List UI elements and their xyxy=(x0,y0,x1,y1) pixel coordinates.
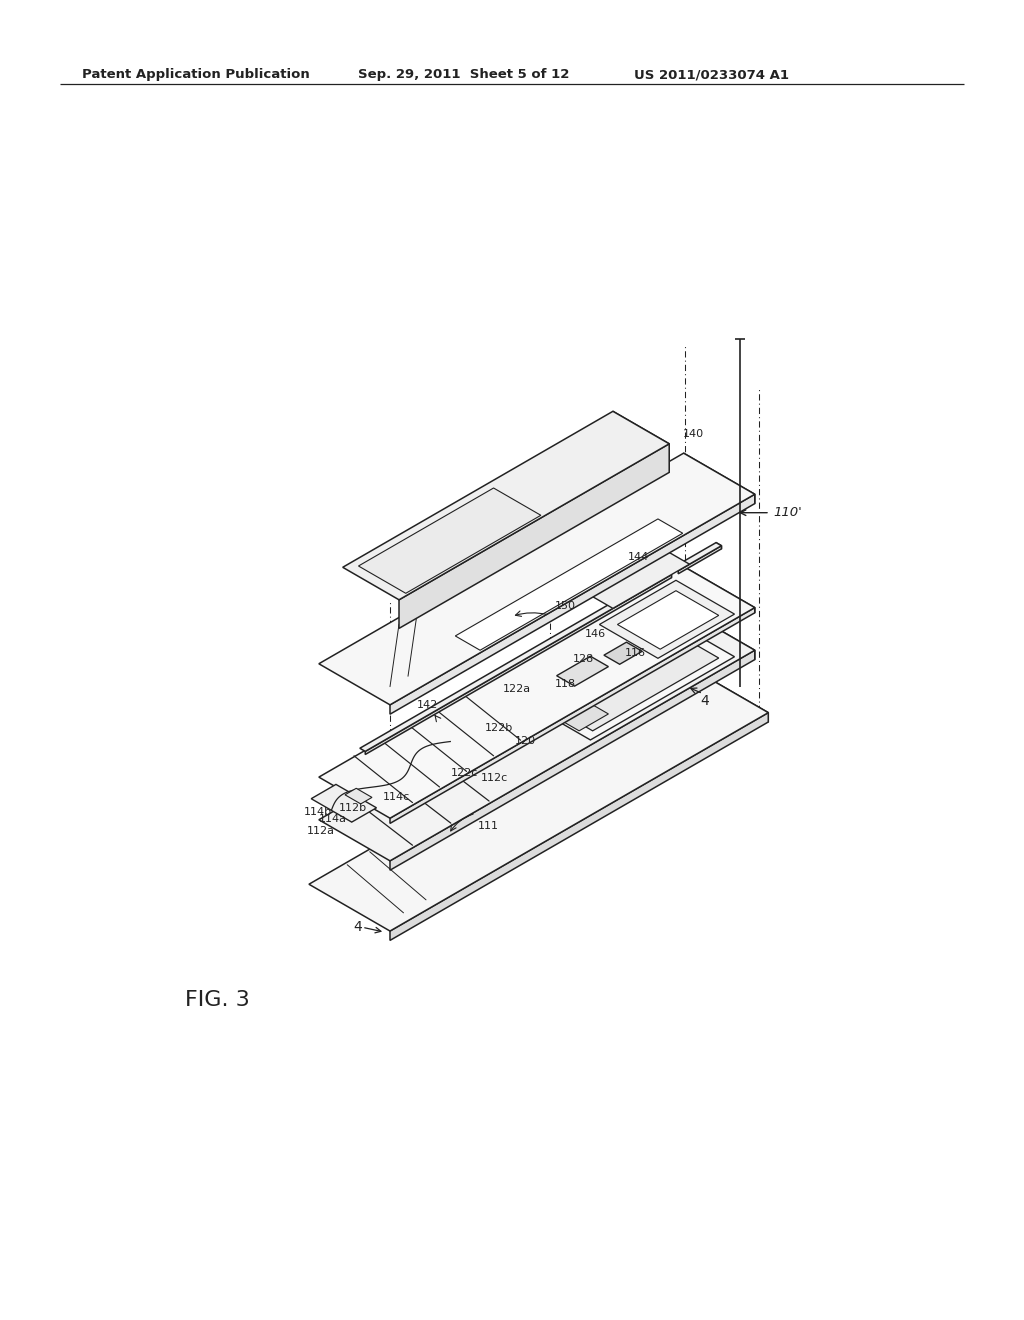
Text: 114a: 114a xyxy=(319,814,347,825)
Polygon shape xyxy=(531,623,734,741)
Text: US 2011/0233074 A1: US 2011/0233074 A1 xyxy=(634,69,790,81)
Polygon shape xyxy=(557,656,608,686)
Polygon shape xyxy=(684,566,755,612)
Polygon shape xyxy=(318,566,755,818)
Polygon shape xyxy=(318,609,755,861)
Text: 120: 120 xyxy=(514,737,536,746)
Polygon shape xyxy=(673,543,722,570)
Text: 128: 128 xyxy=(572,653,594,664)
Text: 114b: 114b xyxy=(303,807,332,817)
Polygon shape xyxy=(716,543,722,549)
Polygon shape xyxy=(309,665,768,931)
Polygon shape xyxy=(390,494,755,714)
Polygon shape xyxy=(684,609,755,660)
Text: 111: 111 xyxy=(478,821,499,832)
Polygon shape xyxy=(678,545,722,574)
Text: 140: 140 xyxy=(683,429,705,438)
Polygon shape xyxy=(358,488,541,593)
Polygon shape xyxy=(687,665,768,722)
Text: 112c: 112c xyxy=(480,772,508,783)
Polygon shape xyxy=(359,572,672,751)
Polygon shape xyxy=(550,634,719,731)
Polygon shape xyxy=(366,574,672,755)
Text: 112b: 112b xyxy=(339,803,367,813)
Polygon shape xyxy=(613,412,670,473)
Polygon shape xyxy=(311,784,377,822)
Text: Sep. 29, 2011  Sheet 5 of 12: Sep. 29, 2011 Sheet 5 of 12 xyxy=(358,69,569,81)
Text: 146: 146 xyxy=(585,630,606,639)
Polygon shape xyxy=(599,581,734,659)
Polygon shape xyxy=(604,643,642,664)
Text: 142: 142 xyxy=(418,700,438,710)
Polygon shape xyxy=(559,702,608,731)
Polygon shape xyxy=(684,453,755,504)
Text: FIG. 3: FIG. 3 xyxy=(185,990,250,1010)
Text: 114c: 114c xyxy=(383,792,411,803)
Text: 144: 144 xyxy=(629,552,649,562)
Polygon shape xyxy=(318,453,755,705)
Text: 150: 150 xyxy=(555,601,575,611)
Polygon shape xyxy=(390,607,755,824)
Text: 112a: 112a xyxy=(307,826,335,836)
Text: 122a: 122a xyxy=(503,684,531,694)
Text: 4: 4 xyxy=(353,920,362,935)
Polygon shape xyxy=(456,519,683,651)
Text: 122b: 122b xyxy=(485,722,513,733)
Text: Patent Application Publication: Patent Application Publication xyxy=(82,69,309,81)
Polygon shape xyxy=(580,545,689,609)
Text: 116: 116 xyxy=(625,648,646,657)
Polygon shape xyxy=(666,572,672,578)
Polygon shape xyxy=(390,651,755,870)
Text: 4: 4 xyxy=(700,694,709,708)
Polygon shape xyxy=(345,788,372,804)
Text: 118: 118 xyxy=(555,678,575,689)
Text: 110': 110' xyxy=(773,506,802,519)
Polygon shape xyxy=(343,412,670,599)
Polygon shape xyxy=(390,713,768,940)
Polygon shape xyxy=(399,444,670,628)
Polygon shape xyxy=(617,591,719,649)
Text: 122c: 122c xyxy=(452,768,478,777)
